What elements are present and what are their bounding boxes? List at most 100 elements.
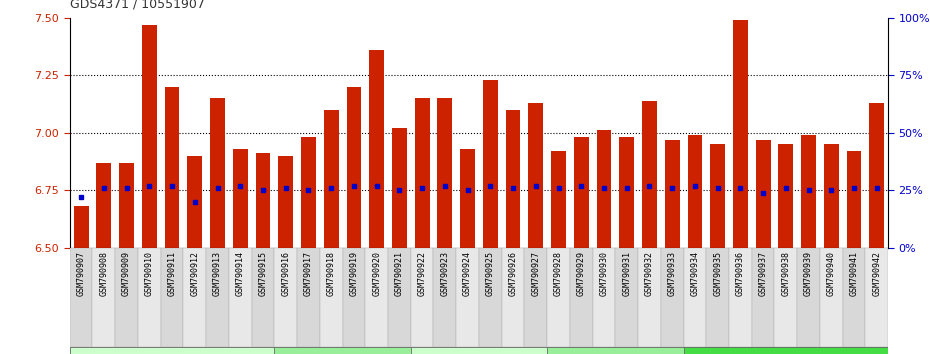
Bar bbox=[592, 248, 616, 347]
Bar bbox=[301, 137, 316, 248]
Bar bbox=[252, 248, 274, 347]
Bar bbox=[320, 248, 342, 347]
Bar bbox=[551, 151, 565, 248]
Bar bbox=[278, 156, 293, 248]
Text: GSM790916: GSM790916 bbox=[281, 251, 290, 296]
Text: GSM790925: GSM790925 bbox=[485, 251, 495, 296]
Text: GSM790940: GSM790940 bbox=[827, 251, 836, 296]
Text: GSM790920: GSM790920 bbox=[372, 251, 381, 296]
Bar bbox=[256, 153, 271, 248]
Bar bbox=[801, 135, 816, 248]
Text: GSM790909: GSM790909 bbox=[122, 251, 131, 296]
Bar bbox=[866, 248, 888, 347]
Bar bbox=[547, 347, 684, 354]
Bar bbox=[684, 248, 706, 347]
Bar bbox=[115, 248, 138, 347]
Text: GSM790934: GSM790934 bbox=[690, 251, 699, 296]
Bar bbox=[411, 248, 433, 347]
Bar bbox=[846, 151, 861, 248]
Bar bbox=[369, 50, 384, 248]
Bar bbox=[820, 248, 843, 347]
Bar bbox=[229, 248, 252, 347]
Bar bbox=[775, 248, 797, 347]
Bar bbox=[138, 248, 161, 347]
Text: GSM790917: GSM790917 bbox=[304, 251, 313, 296]
Bar bbox=[274, 248, 297, 347]
Text: GSM790910: GSM790910 bbox=[145, 251, 153, 296]
Bar bbox=[73, 206, 88, 248]
Bar bbox=[347, 87, 361, 248]
Text: GSM790935: GSM790935 bbox=[713, 251, 723, 296]
Text: GSM790914: GSM790914 bbox=[235, 251, 245, 296]
Text: GSM790941: GSM790941 bbox=[849, 251, 858, 296]
Bar bbox=[843, 248, 866, 347]
Bar bbox=[183, 248, 206, 347]
Bar bbox=[501, 248, 525, 347]
Bar bbox=[619, 137, 634, 248]
Bar bbox=[142, 24, 156, 248]
Text: GSM790931: GSM790931 bbox=[622, 251, 631, 296]
Bar bbox=[778, 144, 793, 248]
Text: GSM790918: GSM790918 bbox=[326, 251, 336, 296]
Text: GSM790907: GSM790907 bbox=[76, 251, 86, 296]
Bar bbox=[756, 140, 770, 248]
Bar bbox=[161, 248, 183, 347]
Bar bbox=[570, 248, 592, 347]
Text: GSM790929: GSM790929 bbox=[577, 251, 586, 296]
Bar bbox=[729, 248, 751, 347]
Text: GSM790923: GSM790923 bbox=[440, 251, 449, 296]
Bar bbox=[616, 248, 638, 347]
Text: GSM790927: GSM790927 bbox=[531, 251, 540, 296]
Bar bbox=[460, 149, 475, 248]
Bar bbox=[596, 131, 611, 248]
Bar bbox=[437, 98, 452, 248]
Text: GSM790921: GSM790921 bbox=[395, 251, 404, 296]
Bar bbox=[525, 248, 547, 347]
Bar bbox=[665, 140, 680, 248]
Bar bbox=[506, 110, 521, 248]
Bar bbox=[751, 248, 775, 347]
Text: GSM790936: GSM790936 bbox=[736, 251, 745, 296]
Bar bbox=[483, 80, 498, 248]
Bar bbox=[274, 347, 411, 354]
Bar bbox=[324, 110, 339, 248]
Bar bbox=[706, 248, 729, 347]
Bar bbox=[547, 248, 570, 347]
Text: GSM790932: GSM790932 bbox=[644, 251, 654, 296]
Text: GSM790922: GSM790922 bbox=[418, 251, 427, 296]
Bar bbox=[165, 87, 179, 248]
Text: GSM790926: GSM790926 bbox=[509, 251, 518, 296]
Bar bbox=[187, 156, 202, 248]
Bar bbox=[411, 347, 547, 354]
Bar bbox=[479, 248, 501, 347]
Bar bbox=[711, 144, 725, 248]
Text: GSM790938: GSM790938 bbox=[781, 251, 790, 296]
Text: GSM790942: GSM790942 bbox=[872, 251, 882, 296]
Bar bbox=[574, 137, 589, 248]
Text: GSM790911: GSM790911 bbox=[167, 251, 177, 296]
Bar bbox=[119, 162, 134, 248]
Bar bbox=[687, 135, 702, 248]
Bar bbox=[206, 248, 229, 347]
Bar bbox=[528, 103, 543, 248]
Bar bbox=[342, 248, 365, 347]
Bar bbox=[415, 98, 430, 248]
Bar bbox=[684, 347, 888, 354]
Bar bbox=[824, 144, 839, 248]
Bar bbox=[70, 347, 274, 354]
Bar bbox=[97, 162, 112, 248]
Text: GSM790908: GSM790908 bbox=[100, 251, 109, 296]
Bar bbox=[232, 149, 247, 248]
Text: GSM790930: GSM790930 bbox=[600, 251, 608, 296]
Bar bbox=[457, 248, 479, 347]
Bar bbox=[638, 248, 661, 347]
Text: GSM790933: GSM790933 bbox=[668, 251, 677, 296]
Bar bbox=[297, 248, 320, 347]
Text: GSM790928: GSM790928 bbox=[554, 251, 563, 296]
Text: GSM790912: GSM790912 bbox=[191, 251, 199, 296]
Bar bbox=[733, 20, 748, 248]
Bar bbox=[870, 103, 884, 248]
Bar bbox=[392, 128, 406, 248]
Bar bbox=[388, 248, 411, 347]
Text: GSM790913: GSM790913 bbox=[213, 251, 222, 296]
